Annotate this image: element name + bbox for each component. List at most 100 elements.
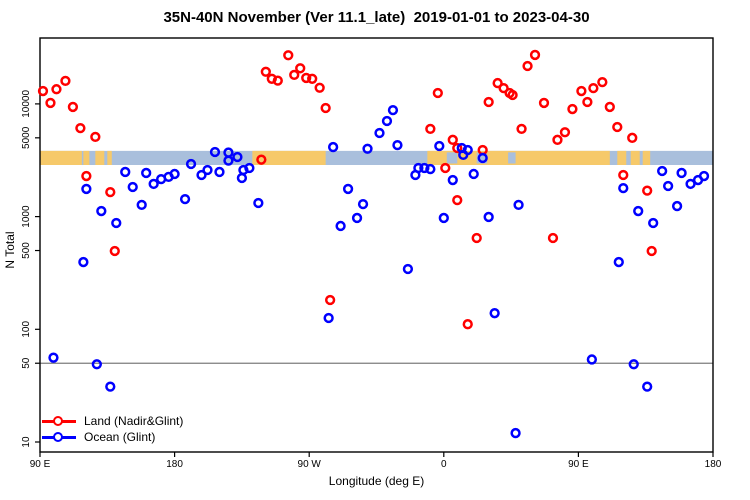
data-point-ocean (362, 143, 373, 154)
y-tick-label: 1000 (21, 205, 32, 228)
data-point-ocean (141, 167, 152, 179)
coast-band-ocean-patch (508, 152, 516, 164)
coast-band-ocean-patch (476, 152, 488, 164)
data-point-land (559, 127, 571, 138)
data-point-ocean (438, 212, 449, 224)
data-point-ocean (323, 312, 334, 324)
data-point-ocean (648, 217, 659, 229)
data-point-land (283, 50, 294, 61)
data-point-land (471, 232, 482, 244)
data-point-ocean (586, 354, 598, 365)
data-point-ocean (351, 212, 363, 224)
data-point-ocean (392, 139, 403, 151)
x-tick-label: 90 E (30, 459, 51, 470)
data-point-ocean (513, 199, 524, 211)
data-point-land (266, 73, 277, 84)
data-point-land (51, 84, 62, 95)
legend-label-land: Land (Nadir&Glint) (84, 414, 184, 428)
x-tick-label: 90 E (568, 459, 589, 470)
data-point-land (109, 245, 120, 257)
data-point-land (547, 232, 559, 244)
data-point-land (37, 85, 49, 97)
data-point-land (324, 294, 336, 306)
y-tick-label: 10 (21, 436, 32, 448)
data-point-land (597, 76, 608, 88)
legend-item-land: Land (Nadir&Glint) (42, 413, 183, 429)
data-point-ocean (419, 162, 430, 174)
data-point-land (462, 319, 473, 330)
coast-band-ocean (40, 150, 713, 165)
coast-band-land-segment (40, 150, 82, 165)
data-point-ocean (244, 162, 255, 174)
data-point-land (75, 122, 86, 134)
data-point-ocean (458, 149, 469, 161)
data-point-ocean (48, 352, 59, 363)
data-point-ocean (477, 152, 488, 164)
data-point-ocean (81, 183, 92, 195)
data-point-land (447, 134, 458, 145)
data-point-ocean (202, 164, 213, 176)
data-point-land (498, 82, 509, 94)
data-point-land (552, 134, 563, 145)
data-point-ocean (657, 165, 668, 177)
data-point-land (507, 89, 518, 101)
data-point-land (81, 170, 92, 182)
coast-band-land-segment (252, 150, 326, 165)
data-point-ocean (214, 166, 225, 178)
data-point-ocean (179, 193, 191, 205)
data-point-land (452, 194, 463, 206)
data-point-ocean (223, 155, 234, 166)
data-point-ocean (209, 146, 221, 158)
data-point-ocean (628, 359, 639, 370)
data-point-ocean (698, 170, 710, 182)
chart-title: 35N-40N November (Ver 11.1_late) 2019-01… (163, 9, 590, 26)
data-point-ocean (434, 140, 445, 152)
data-point-ocean (253, 197, 264, 209)
x-tick-label: 0 (441, 459, 447, 470)
data-point-land (576, 85, 587, 97)
data-point-ocean (685, 178, 696, 190)
data-point-ocean (618, 182, 629, 194)
data-point-ocean (136, 199, 147, 211)
ocean-open-circle-icon (42, 431, 76, 443)
data-point-land (477, 144, 488, 156)
data-point-ocean (169, 168, 180, 180)
land-open-circle-icon (42, 415, 76, 427)
data-point-land (60, 75, 71, 87)
data-point-ocean (148, 178, 159, 190)
data-point-land (256, 154, 267, 165)
data-point-land (588, 82, 599, 94)
data-point-land (67, 101, 79, 113)
data-point-ocean (402, 263, 414, 275)
data-point-land (516, 123, 527, 135)
y-tick-label: 100 (21, 321, 32, 338)
data-point-land (582, 96, 593, 108)
coast-band-land-segment (95, 150, 105, 165)
x-tick-label: 180 (166, 459, 183, 470)
data-point-ocean (342, 183, 354, 195)
data-point-land (642, 185, 653, 196)
x-axis-title: Longitude (deg E) (328, 474, 425, 488)
data-point-ocean (447, 174, 458, 186)
y-tick-label: 10000 (21, 90, 32, 118)
y-tick-label: 50 (21, 357, 32, 369)
data-point-ocean (105, 381, 116, 392)
data-point-land (646, 245, 657, 257)
data-point-land (483, 96, 494, 108)
data-point-ocean (489, 308, 500, 319)
coast-band-land-segment (107, 150, 112, 165)
data-point-ocean (633, 205, 644, 217)
data-point-land (432, 87, 443, 99)
coast-band-land-segment (617, 150, 627, 165)
data-point-land (522, 60, 533, 72)
data-point-land (320, 102, 331, 114)
data-point-land (301, 72, 312, 84)
data-point-ocean (335, 220, 346, 232)
data-point-land (612, 121, 623, 133)
x-tick-label: 90 W (298, 459, 322, 470)
data-point-ocean (78, 256, 89, 268)
data-point-ocean (196, 169, 207, 181)
data-point-land (307, 73, 318, 84)
coast-band-land-segment (630, 150, 640, 165)
